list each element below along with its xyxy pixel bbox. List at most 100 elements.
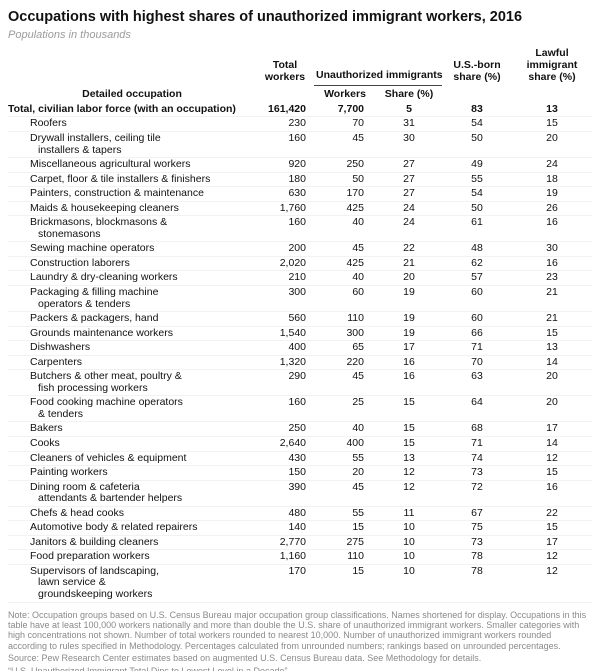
table-row: Painters, construction & maintenance 630 1… — [8, 187, 593, 202]
cell-usborn: 74 — [471, 451, 483, 464]
table-row: Cleaners of vehicles & equipment 430 55 13 7… — [8, 451, 593, 466]
cell-share: 10 — [403, 564, 415, 577]
cell-total: 160 — [288, 216, 306, 229]
cell-workers: 45 — [352, 480, 364, 493]
cell-share: 24 — [403, 216, 415, 229]
data-table: Detailed occupation Total workers Unauth… — [8, 47, 593, 603]
cell-lawful: 13 — [546, 341, 558, 354]
cell-lawful: 22 — [546, 506, 558, 519]
cell-workers: 55 — [352, 506, 364, 519]
cell-workers: 60 — [352, 286, 364, 298]
cell-occupation: Painters, construction & maintenance — [30, 187, 204, 200]
cell-usborn: 60 — [471, 312, 483, 325]
cell-occupation: Miscellaneous agricultural workers — [30, 158, 191, 171]
table-body: Total, civilian labor force (with an occ… — [8, 102, 593, 603]
table-row: Food cooking machine operators & tenders… — [8, 396, 593, 422]
cell-lawful: 24 — [546, 158, 558, 171]
cell-workers: 15 — [352, 564, 364, 577]
cell-workers: 15 — [352, 521, 364, 534]
cell-usborn: 67 — [471, 506, 483, 519]
cell-total: 400 — [288, 341, 306, 354]
cell-occupation: Carpet, floor & tile installers & finish… — [30, 172, 211, 185]
cell-lawful: 17 — [546, 535, 558, 548]
table-row: Janitors & building cleaners 2,770 275 10 73… — [8, 535, 593, 550]
cell-occupation: Carpenters — [30, 355, 82, 368]
cell-lawful: 26 — [546, 201, 558, 214]
cell-total: 920 — [288, 158, 306, 171]
cell-total: 290 — [288, 370, 306, 383]
cell-lawful: 12 — [546, 564, 558, 577]
cell-usborn: 61 — [471, 216, 483, 229]
cell-total: 480 — [288, 506, 306, 519]
cell-total: 1,540 — [279, 326, 306, 339]
cell-occupation: Painting workers — [30, 466, 108, 479]
cell-usborn: 50 — [471, 131, 483, 144]
cell-occupation: Sewing machine operators — [30, 242, 155, 255]
cell-usborn: 63 — [471, 370, 483, 383]
source-text: Source: Pew Research Center estimates ba… — [8, 653, 482, 664]
cell-workers: 50 — [352, 172, 364, 185]
cell-occupation: Janitors & building cleaners — [30, 535, 159, 548]
cell-total: 300 — [288, 286, 306, 298]
cell-workers: 40 — [352, 271, 364, 284]
cell-occupation: Maids & housekeeping cleaners — [30, 201, 179, 214]
cell-usborn: 66 — [471, 326, 483, 339]
cell-workers: 170 — [346, 187, 364, 200]
cell-occupation: Total, civilian labor force (with an occ… — [8, 102, 236, 115]
column-header-unauthorized-workers: Workers — [324, 88, 366, 101]
table-row: Dishwashers 400 65 17 71 13 — [8, 341, 593, 356]
cell-share: 12 — [403, 480, 415, 493]
table-row: Automotive body & related repairers 140 15… — [8, 521, 593, 536]
cell-lawful: 30 — [546, 242, 558, 255]
cell-total: 630 — [288, 187, 306, 200]
table-row: Sewing machine operators 200 45 22 48 30 — [8, 242, 593, 257]
cell-workers: 45 — [352, 242, 364, 255]
cell-usborn: 57 — [471, 271, 483, 284]
table-row: Grounds maintenance workers 1,540 300 19 66 1… — [8, 326, 593, 341]
table-header: Detailed occupation Total workers Unauth… — [8, 47, 592, 103]
cell-occupation: Laundry & dry-cleaning workers — [30, 271, 178, 284]
column-group-unauthorized-immigrants: Unauthorized immigrants — [314, 48, 443, 87]
table-row: Dining room & cafeteria attendants & bar… — [8, 480, 593, 507]
cell-total: 160 — [288, 396, 306, 409]
cell-share: 11 — [403, 506, 415, 519]
cell-total: 161,420 — [268, 102, 306, 115]
cell-usborn: 55 — [471, 172, 483, 185]
cell-lawful: 16 — [546, 216, 558, 229]
cell-lawful: 21 — [546, 286, 558, 298]
cell-occupation: Brickmasons, blockmasons & stonemasons — [30, 216, 168, 240]
cell-usborn: 54 — [471, 117, 483, 130]
cell-occupation: Bakers — [30, 422, 63, 435]
cell-total: 1,320 — [279, 355, 306, 368]
cell-total: 250 — [288, 422, 306, 435]
page-subtitle: Populations in thousands — [8, 29, 131, 42]
cell-lawful: 12 — [546, 451, 558, 464]
cell-total: 180 — [288, 172, 306, 185]
table-row: Miscellaneous agricultural workers 920 250… — [8, 158, 593, 173]
cell-total: 230 — [288, 117, 306, 130]
column-header-lawful-share: Lawful immigrant share (%) — [526, 47, 578, 83]
cell-lawful: 14 — [546, 355, 558, 368]
cell-share: 15 — [403, 437, 415, 450]
cell-lawful: 17 — [546, 422, 558, 435]
cell-workers: 25 — [352, 396, 364, 409]
cell-usborn: 62 — [471, 256, 483, 269]
cell-usborn: 78 — [471, 564, 483, 577]
cell-lawful: 23 — [546, 271, 558, 284]
cell-lawful: 20 — [546, 370, 558, 383]
cell-lawful: 13 — [546, 102, 558, 115]
table-row: Construction laborers 2,020 425 21 62 16 — [8, 256, 593, 271]
cell-usborn: 72 — [471, 480, 483, 493]
cell-lawful: 14 — [546, 437, 558, 450]
table-row: Packaging & filling machine operators & … — [8, 286, 593, 312]
cell-lawful: 18 — [546, 172, 558, 185]
cell-share: 12 — [403, 466, 415, 479]
cell-total: 2,770 — [279, 535, 306, 548]
report-title: “U.S. Unauthorized Immigrant Total Dips … — [8, 665, 288, 671]
cell-share: 19 — [403, 312, 415, 325]
cell-occupation: Roofers — [30, 117, 67, 130]
table-row: Bakers 250 40 15 68 17 — [8, 422, 593, 437]
table-row: Supervisors of landscaping, lawn service… — [8, 564, 593, 603]
table-row: Carpenters 1,320 220 16 70 14 — [8, 355, 593, 370]
